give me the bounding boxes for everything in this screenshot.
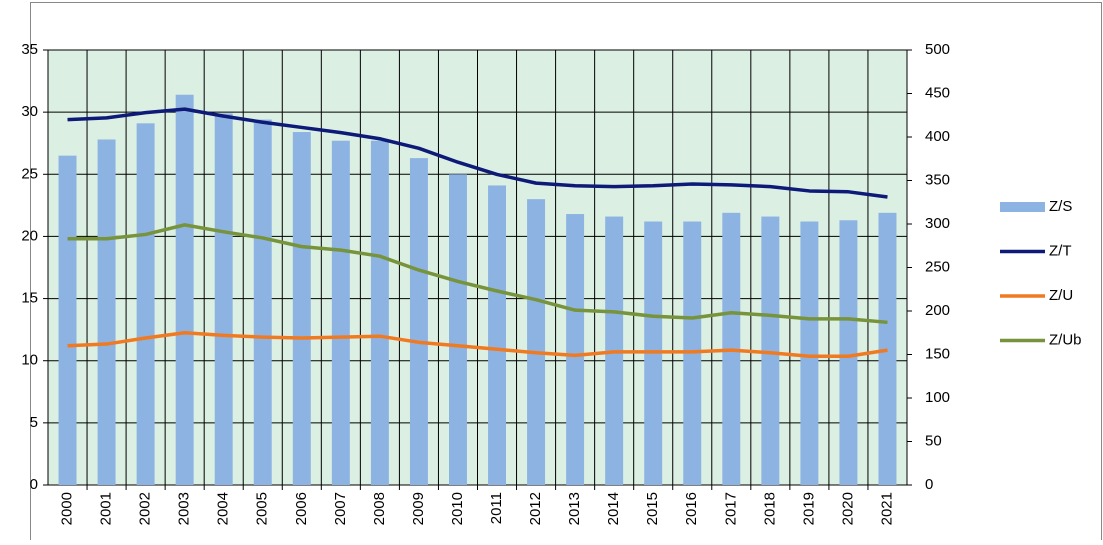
y-tick-label: 25 <box>21 165 38 182</box>
y2-tick-label: 250 <box>925 258 950 275</box>
bar <box>527 199 546 485</box>
x-tick-label: 2002 <box>137 492 154 525</box>
y2-tick-label: 300 <box>925 215 950 232</box>
y2-tick-label: 0 <box>925 476 933 493</box>
x-tick-label: 2016 <box>683 492 700 525</box>
bar <box>878 212 897 486</box>
legend-label: Z/Ub <box>1049 331 1082 348</box>
x-tick-label: 2001 <box>98 492 115 525</box>
x-tick-label: 2005 <box>254 492 271 525</box>
x-tick-label: 2010 <box>449 492 466 525</box>
y2-tick-label: 400 <box>925 128 950 145</box>
legend-swatch <box>1000 202 1045 212</box>
bar <box>488 185 507 485</box>
bar <box>97 139 116 485</box>
x-tick-label: 2018 <box>761 492 778 525</box>
x-tick-label: 2003 <box>176 492 193 525</box>
bar <box>292 132 311 485</box>
x-tick-label: 2000 <box>58 492 75 525</box>
legend-label: Z/U <box>1049 287 1073 304</box>
bar <box>253 119 272 485</box>
bar <box>331 140 350 485</box>
x-tick-label: 2006 <box>293 492 310 525</box>
x-tick-label: 2009 <box>410 492 427 525</box>
x-tick-label: 2007 <box>332 492 349 525</box>
x-tick-label: 2020 <box>839 492 856 525</box>
x-tick-label: 2014 <box>605 492 622 525</box>
y-tick-label: 10 <box>21 352 38 369</box>
x-tick-label: 2008 <box>371 492 388 525</box>
y2-tick-label: 200 <box>925 302 950 319</box>
bar <box>566 214 585 486</box>
legend-label: Z/S <box>1049 198 1072 215</box>
y2-tick-label: 450 <box>925 84 950 101</box>
chart-frame <box>30 2 1102 545</box>
x-tick-label: 2011 <box>488 492 505 524</box>
line-series <box>67 223 888 325</box>
x-tick-label: 2013 <box>566 492 583 525</box>
y2-tick-label: 350 <box>925 171 950 188</box>
y2-tick-label: 100 <box>925 389 950 406</box>
x-tick-label: 2004 <box>215 492 232 525</box>
line-series <box>67 331 888 358</box>
y2-tick-label: 50 <box>925 432 942 449</box>
bar <box>409 158 428 485</box>
x-tick-label: 2021 <box>878 492 895 525</box>
y-tick-label: 15 <box>21 290 38 307</box>
x-tick-label: 2017 <box>722 492 739 525</box>
y2-tick-label: 150 <box>925 345 950 362</box>
bar <box>839 220 858 485</box>
y-tick-label: 0 <box>30 476 38 493</box>
line-series <box>67 107 888 199</box>
x-tick-label: 2012 <box>527 492 544 525</box>
y-tick-label: 30 <box>21 103 38 120</box>
y-tick-label: 35 <box>21 41 38 58</box>
bar <box>448 174 467 486</box>
y-tick-label: 5 <box>30 414 38 431</box>
bar <box>214 113 233 485</box>
bar <box>58 155 77 485</box>
bar <box>175 94 194 485</box>
bar <box>761 216 780 486</box>
bar <box>136 123 155 485</box>
legend-label: Z/T <box>1049 242 1072 259</box>
x-tick-label: 2019 <box>800 492 817 525</box>
y2-tick-label: 500 <box>925 41 950 58</box>
bar <box>370 140 389 485</box>
x-tick-label: 2015 <box>644 492 661 525</box>
y-tick-label: 20 <box>21 227 38 244</box>
bar <box>800 221 819 485</box>
